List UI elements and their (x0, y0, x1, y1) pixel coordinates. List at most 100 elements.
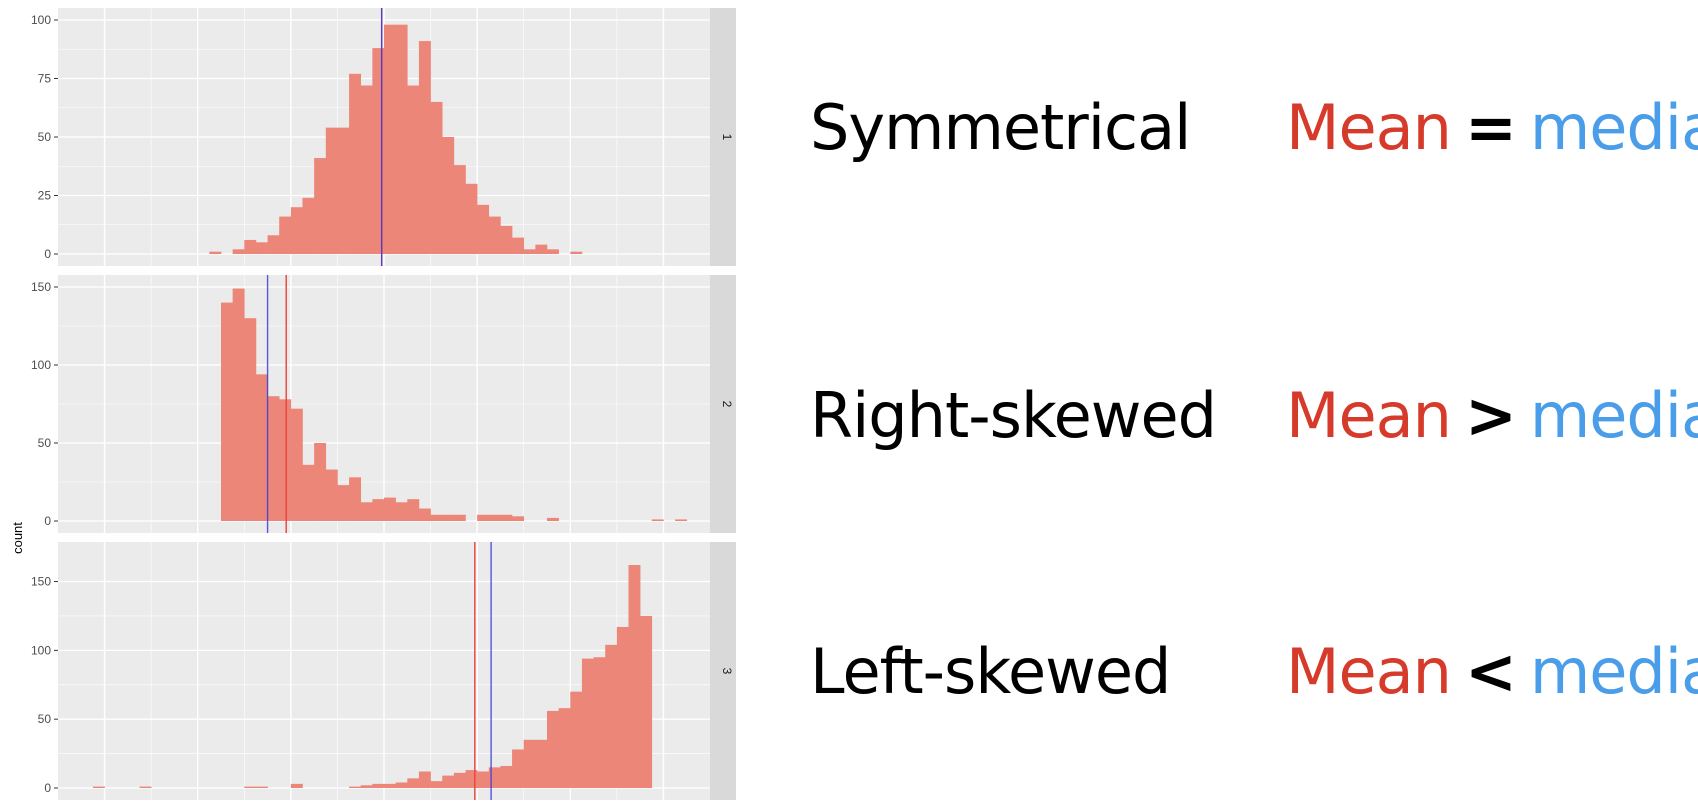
y-tick-label: 100 (31, 13, 51, 27)
histogram-bar (395, 24, 408, 255)
histogram-bar (442, 514, 455, 521)
histogram-bar (547, 249, 559, 254)
histogram-bar (523, 739, 536, 788)
histogram-bar (558, 708, 571, 788)
histogram-bar (430, 514, 443, 521)
relation-statement: Mean<median (1286, 635, 1698, 708)
histogram-bar (232, 249, 245, 254)
y-tick-label: 100 (31, 643, 51, 657)
histogram-bar (290, 408, 303, 521)
histogram-bar (418, 508, 431, 521)
histogram-bar (500, 765, 513, 788)
mean-word: Mean (1286, 378, 1452, 452)
facet-strip (710, 542, 736, 800)
y-tick-label: 50 (38, 130, 52, 144)
histogram-bar (384, 24, 396, 255)
histogram-bar (395, 782, 408, 788)
histogram-bar (372, 499, 385, 521)
histogram-bar (512, 516, 525, 521)
histogram-bar (453, 514, 466, 521)
histogram-bar (384, 783, 396, 788)
histogram-bar (255, 786, 268, 788)
histogram-bar (244, 318, 257, 521)
annotation-row-3: Left-skewed Mean<median (810, 626, 1698, 716)
relation-statement: Mean>median (1286, 379, 1698, 452)
histogram-bar (279, 399, 292, 521)
histogram-bar (372, 783, 385, 788)
histogram-bar (384, 497, 396, 521)
histogram-bar (325, 469, 338, 521)
histogram-bar (453, 165, 466, 254)
y-tick-label: 50 (38, 436, 52, 450)
histogram-bar (547, 517, 559, 521)
histogram-bar (244, 239, 257, 254)
faceted-histogram-chart: count 1 0 25 50 75 100 2 0 50 100 150 3 0 50 100 150 (10, 8, 736, 800)
histogram-bar (500, 225, 513, 254)
histogram-bar (605, 644, 618, 788)
histogram-bar (418, 771, 431, 788)
facet-label: 2 (720, 401, 734, 408)
histogram-bar (314, 158, 327, 254)
histogram-bar (651, 519, 664, 521)
histogram-bar (488, 514, 501, 521)
histogram-bar (279, 216, 292, 254)
histogram-bar (477, 514, 490, 521)
histogram-bar (349, 73, 362, 254)
histogram-bar (360, 85, 373, 255)
histogram-bar (302, 464, 315, 521)
y-tick-label: 100 (31, 358, 51, 372)
histogram-bar (581, 658, 594, 788)
histogram-bar (302, 197, 315, 254)
histogram-bar (267, 235, 280, 254)
distribution-name: Right-skewed (810, 378, 1217, 452)
histogram-bar (209, 251, 222, 254)
facet-strip (710, 275, 736, 533)
y-tick-label: 75 (38, 72, 52, 86)
histogram-bar (255, 374, 268, 521)
histogram-bar (221, 302, 233, 521)
operator: < (1464, 634, 1517, 708)
histogram-bar (523, 249, 536, 254)
histogram-bar (407, 85, 420, 255)
histogram-bar (465, 183, 478, 254)
distribution-name: Symmetrical (810, 90, 1191, 164)
histogram-bar (407, 778, 420, 788)
histogram-bar (290, 207, 303, 254)
y-tick-label: 150 (31, 575, 51, 589)
median-word: median (1529, 634, 1698, 708)
median-word: median (1529, 378, 1698, 452)
operator: = (1464, 90, 1517, 164)
histogram-bar (640, 615, 653, 788)
relation-statement: Mean=median (1286, 91, 1698, 164)
y-tick-label: 0 (44, 514, 51, 528)
histogram-bar (616, 626, 629, 788)
facet-strip (710, 8, 736, 266)
histogram-bar (360, 502, 373, 521)
histogram-bar (360, 785, 373, 788)
histogram-bar (337, 485, 350, 521)
mean-word: Mean (1286, 90, 1452, 164)
histogram-bar (535, 244, 548, 254)
histogram-bar (255, 242, 268, 254)
y-tick-label: 0 (44, 781, 51, 795)
histogram-bar (325, 127, 338, 254)
histogram-bar (488, 216, 501, 254)
facet-label: 3 (720, 668, 734, 675)
y-tick-label: 50 (38, 712, 52, 726)
histogram-bar (407, 499, 420, 521)
histogram-bar (267, 396, 280, 521)
histogram-bar (570, 251, 583, 254)
histogram-bar (570, 691, 583, 788)
histogram-bar (593, 657, 606, 788)
median-word: median (1529, 90, 1698, 164)
histogram-bar (488, 767, 501, 788)
histogram-bar (244, 786, 257, 788)
histogram-bar (477, 771, 490, 788)
histogram-bar (349, 786, 362, 788)
histogram-bar (372, 48, 385, 254)
histogram-bar (337, 127, 350, 254)
operator: > (1464, 378, 1517, 452)
histogram-bar (92, 786, 105, 788)
histogram-bar (430, 101, 443, 255)
histogram-bar (535, 739, 548, 788)
